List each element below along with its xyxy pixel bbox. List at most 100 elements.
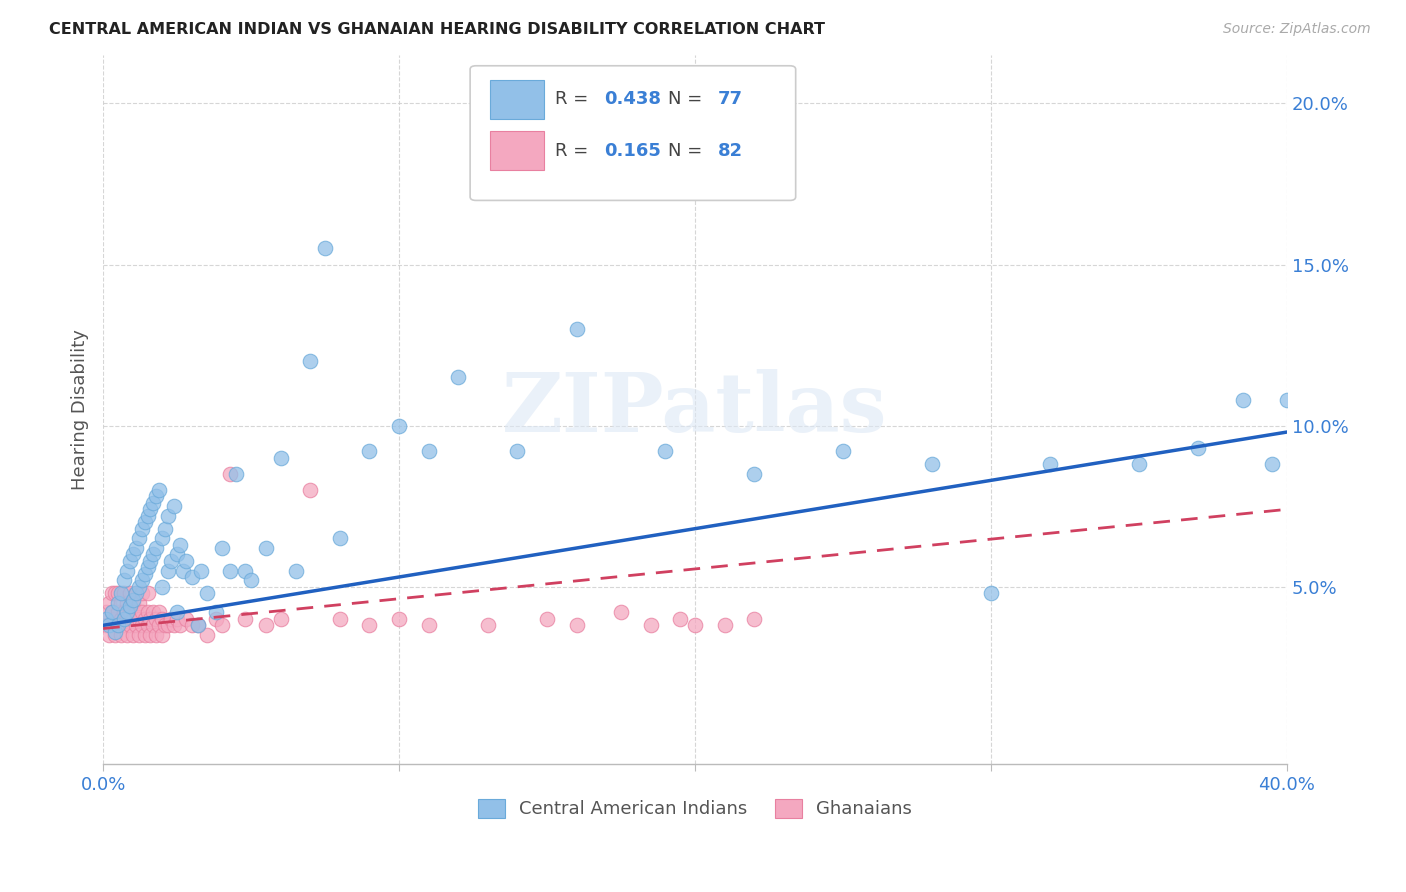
Text: N =: N = — [668, 142, 707, 160]
Point — [166, 612, 188, 626]
Point — [145, 612, 167, 626]
Point — [118, 599, 141, 613]
Point — [118, 554, 141, 568]
Point — [1232, 392, 1254, 407]
Point — [669, 612, 692, 626]
Point — [104, 624, 127, 639]
Text: 77: 77 — [717, 90, 742, 108]
Point — [136, 606, 159, 620]
Point — [195, 628, 218, 642]
Point — [142, 548, 165, 562]
Text: 0.165: 0.165 — [605, 142, 661, 160]
Point — [219, 564, 242, 578]
Point — [148, 618, 170, 632]
Point — [204, 606, 226, 620]
Point — [98, 596, 121, 610]
Point — [128, 580, 150, 594]
FancyBboxPatch shape — [470, 66, 796, 201]
Point — [233, 612, 256, 626]
Point — [418, 618, 440, 632]
Point — [121, 612, 143, 626]
Point — [211, 541, 233, 555]
Point — [128, 532, 150, 546]
Point — [136, 586, 159, 600]
Point — [125, 586, 148, 600]
Point — [98, 628, 121, 642]
Point — [536, 612, 558, 626]
Point — [359, 444, 381, 458]
Point — [107, 618, 129, 632]
Point — [110, 586, 132, 600]
Point — [1187, 441, 1209, 455]
Point — [134, 566, 156, 581]
Point — [125, 586, 148, 600]
Point — [134, 515, 156, 529]
Point — [150, 628, 173, 642]
Point — [166, 548, 188, 562]
Point — [506, 444, 529, 458]
Point — [1039, 457, 1062, 471]
Point — [104, 586, 127, 600]
Point — [195, 586, 218, 600]
Point — [112, 612, 135, 626]
Legend: Central American Indians, Ghanaians: Central American Indians, Ghanaians — [471, 792, 920, 826]
Point — [145, 490, 167, 504]
Point — [115, 596, 138, 610]
Point — [254, 541, 277, 555]
Point — [148, 483, 170, 497]
Point — [115, 606, 138, 620]
Point — [240, 573, 263, 587]
Point — [131, 522, 153, 536]
Point — [654, 444, 676, 458]
Point — [233, 564, 256, 578]
Point — [125, 606, 148, 620]
Point — [160, 612, 183, 626]
Point — [136, 618, 159, 632]
Text: N =: N = — [668, 90, 707, 108]
Point — [157, 564, 180, 578]
Point — [139, 502, 162, 516]
Point — [142, 496, 165, 510]
Point — [115, 564, 138, 578]
Point — [388, 418, 411, 433]
Point — [112, 573, 135, 587]
Point — [174, 554, 197, 568]
Point — [169, 618, 191, 632]
Point — [104, 612, 127, 626]
Text: R =: R = — [555, 90, 595, 108]
Point — [163, 499, 186, 513]
Point — [477, 618, 499, 632]
Point — [713, 618, 735, 632]
Point — [128, 612, 150, 626]
Point — [180, 570, 202, 584]
Point — [136, 508, 159, 523]
Point — [742, 612, 765, 626]
Point — [166, 606, 188, 620]
FancyBboxPatch shape — [491, 131, 544, 170]
Point — [980, 586, 1002, 600]
Point — [101, 586, 124, 600]
Point — [94, 618, 117, 632]
Point — [329, 532, 352, 546]
Point — [565, 322, 588, 336]
Point — [142, 606, 165, 620]
Point — [190, 564, 212, 578]
Point — [1128, 457, 1150, 471]
Point — [110, 612, 132, 626]
Point — [225, 467, 247, 481]
Point — [125, 541, 148, 555]
Point — [131, 573, 153, 587]
Point — [314, 241, 336, 255]
Point — [270, 612, 292, 626]
Point — [640, 618, 662, 632]
Point — [112, 606, 135, 620]
Point — [683, 618, 706, 632]
Point — [157, 618, 180, 632]
Point — [107, 596, 129, 610]
Point — [104, 628, 127, 642]
Point — [145, 541, 167, 555]
Point — [110, 596, 132, 610]
Text: 0.438: 0.438 — [605, 90, 661, 108]
Point — [211, 618, 233, 632]
Point — [101, 618, 124, 632]
